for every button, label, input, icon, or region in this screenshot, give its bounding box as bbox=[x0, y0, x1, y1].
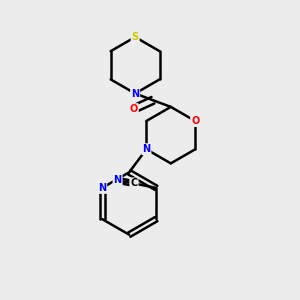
Text: N: N bbox=[142, 144, 150, 154]
Text: O: O bbox=[130, 104, 138, 114]
Text: O: O bbox=[191, 116, 200, 126]
Text: C: C bbox=[130, 178, 138, 188]
Text: N: N bbox=[98, 183, 106, 193]
Text: S: S bbox=[132, 32, 139, 42]
Text: N: N bbox=[113, 176, 122, 185]
Text: N: N bbox=[131, 88, 139, 98]
